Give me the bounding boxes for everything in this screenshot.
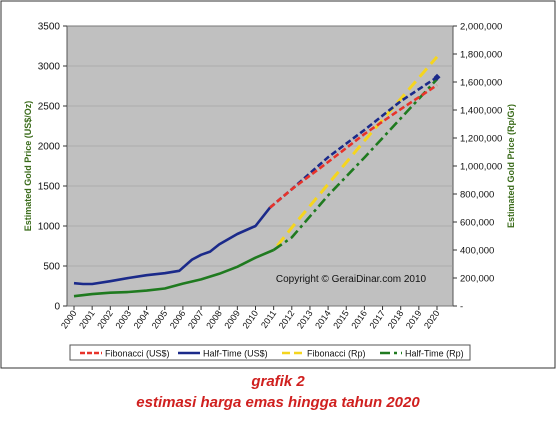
y-right-tick-label: 2,000,000	[460, 22, 502, 33]
y-right-tick-label: -	[460, 302, 463, 313]
gridlines	[67, 25, 453, 307]
y-left-tick-label: 2500	[38, 102, 61, 113]
y-right-tick-label: 1,600,000	[460, 78, 502, 89]
y-left-tick-label: 500	[43, 262, 60, 273]
legend-label-half-time-usd: Half-Time (US$)	[203, 349, 268, 359]
half-time-usd-end-marker	[433, 73, 441, 81]
y-right-tick-label: 400,000	[460, 246, 494, 257]
y-right-axis-ticks: - 200,000 400,000 600,000 800,000 1,000,000 1,…	[453, 22, 502, 313]
y-right-tick-label: 200,000	[460, 274, 494, 285]
y-left-tick-label: 0	[54, 302, 60, 313]
series-line-half-time-rp-projection	[272, 78, 438, 252]
legend-label-half-time-rp: Half-Time (Rp)	[405, 349, 464, 359]
y-left-tick-label: 3500	[38, 22, 61, 33]
chart-figure: 2000200120022003200420052006200720082009…	[0, 0, 556, 369]
y-left-axis-label: Estimated Gold Price (US$/Oz)	[23, 101, 33, 232]
y-left-tick-label: 3000	[38, 62, 61, 73]
y-left-axis-ticks: 0 500 1000 1500 2000 2500 3000 3500	[38, 22, 67, 313]
y-left-tick-label: 2000	[38, 142, 61, 153]
plot-area	[66, 25, 454, 307]
y-right-tick-label: 1,400,000	[460, 106, 502, 117]
caption-subtitle: estimasi harga emas hingga tahun 2020	[136, 394, 420, 411]
legend-box	[69, 344, 471, 361]
series-layer	[73, 55, 439, 298]
y-right-tick-label: 1,000,000	[460, 162, 502, 173]
y-right-tick-label: 1,800,000	[460, 50, 502, 61]
y-right-tick-label: 800,000	[460, 190, 494, 201]
y-right-tick-label: 1,200,000	[460, 134, 502, 145]
y-right-axis-label: Estimated Gold Price (Rp/Gr)	[506, 104, 516, 228]
legend-label-fibonacci-rp: Fibonacci (Rp)	[307, 349, 366, 359]
markers-layer	[433, 73, 441, 81]
caption-title: grafik 2	[251, 373, 305, 390]
series-line-fibonacci-rp	[276, 55, 439, 247]
legend-label-fibonacci-usd: Fibonacci (US$)	[105, 349, 170, 359]
series-line-half-time-usd-actual	[73, 206, 272, 286]
legend: Fibonacci (US$) Half-Time (US$) Fibonacci …	[80, 349, 464, 359]
series-line-fibonacci-usd	[269, 84, 438, 209]
copyright-annotation: Copyright © GeraiDinar.com 2010	[276, 274, 427, 285]
series-line-half-time-rp-actual	[73, 248, 275, 298]
y-left-tick-label: 1000	[38, 222, 61, 233]
y-left-tick-label: 1500	[38, 182, 61, 193]
y-right-tick-label: 600,000	[460, 218, 494, 229]
